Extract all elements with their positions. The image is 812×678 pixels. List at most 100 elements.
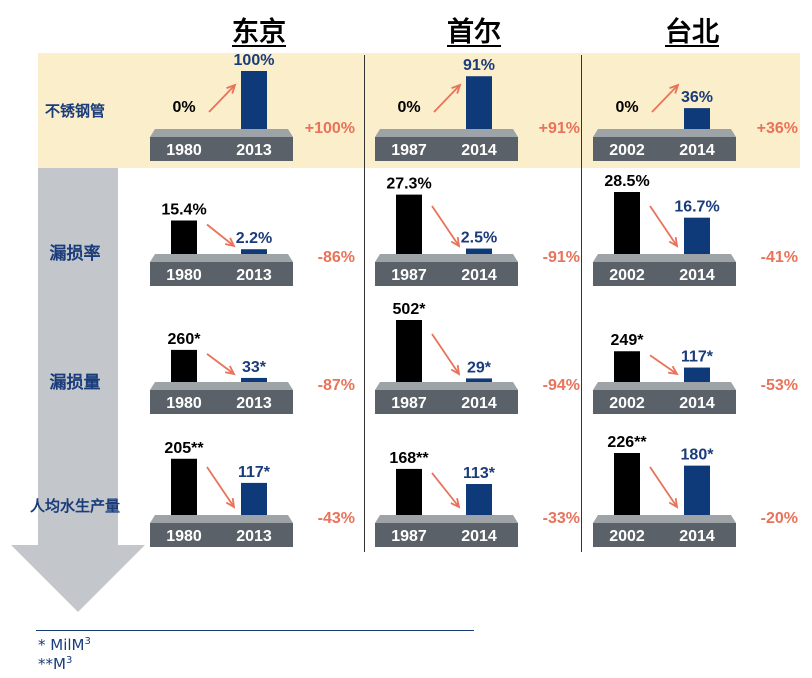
trend-arrow-head-g9 [225,497,236,509]
platform-g4 [375,262,518,286]
platform-top-g2 [593,129,736,137]
after-value-g10: 113* [463,465,496,482]
before-value-g6: 260* [168,331,202,348]
change-label-g1: +91% [539,120,580,137]
before-year-g11: 2002 [609,528,645,545]
after-year-g10: 2014 [461,528,497,545]
after-year-g3: 2013 [236,267,272,284]
row-label-stainless-pipe: 不锈钢管 [44,103,105,120]
city-header-tokyo: 东京 [232,17,286,47]
after-bar-g4 [466,248,492,254]
platform-top-g8 [593,382,736,390]
after-value-g11: 180* [681,447,715,464]
before-value-g7: 502* [393,301,427,318]
platform-g11 [593,523,736,547]
after-value-g3: 2.2% [236,230,272,247]
platform-g8 [593,390,736,414]
before-year-g2: 2002 [609,142,645,159]
column-divider-1 [364,55,365,552]
before-bar-g9 [171,458,197,515]
trend-arrow-line-g9 [206,466,235,508]
before-value-g2: 0% [615,99,638,116]
change-label-g5: -41% [761,249,798,266]
trend-arrow-head-g8 [667,365,679,376]
after-year-g2: 2014 [679,142,715,159]
column-divider-2 [581,55,582,552]
trend-arrow-head-g6 [224,365,236,376]
platform-g6 [150,390,293,414]
after-bar-g0 [241,71,267,129]
after-value-g5: 16.7% [674,199,719,216]
row-label-leak-rate: 漏损率 [49,244,101,263]
trend-arrow-head-g7 [450,364,461,376]
trend-arrow-line-g1 [433,84,461,113]
change-label-g9: -43% [318,510,355,527]
footnote-m3-sup: 3 [65,655,73,666]
change-label-g6: -87% [318,377,355,394]
platform-g5 [593,262,736,286]
before-value-g1: 0% [397,99,420,116]
after-value-g8: 117* [681,349,714,366]
before-bar-g4 [396,194,422,254]
after-year-g6: 2013 [236,395,272,412]
platform-g9 [150,523,293,547]
after-year-g7: 2014 [461,395,497,412]
before-year-g7: 1987 [391,395,427,412]
platform-top-g4 [375,254,518,262]
after-bar-g9 [241,482,267,515]
platform-top-g10 [375,515,518,523]
platform-top-g1 [375,129,518,137]
before-year-g4: 1987 [391,267,427,284]
before-value-g0: 0% [172,99,195,116]
platform-top-g0 [150,129,293,137]
trend-arrow-head-g0 [226,83,237,94]
trend-arrow-head-g5 [668,236,679,248]
footnote-m3-text: **M [38,655,66,673]
platform-g0 [150,137,293,161]
after-value-g9: 117* [238,464,271,481]
trend-arrow-head-g11 [668,497,679,509]
trend-arrow-line-g6 [206,353,235,375]
after-year-g9: 2013 [236,528,272,545]
after-bar-g6 [241,377,267,382]
trend-arrow-head-g4 [450,236,461,248]
trend-arrow-head-g2 [669,83,680,94]
row-label-leak-volume: 漏损量 [49,373,101,392]
before-value-g9: 205** [164,440,204,457]
change-label-g8: -53% [761,377,798,394]
after-value-g4: 2.5% [461,230,497,247]
after-bar-g3 [241,249,267,254]
before-value-g5: 28.5% [604,173,649,190]
before-year-g10: 1987 [391,528,427,545]
before-value-g8: 249* [611,332,645,349]
trend-arrow-line-g2 [651,84,679,113]
change-label-g7: -94% [543,377,580,394]
trend-arrow-line-g0 [208,84,236,113]
after-bar-g7 [466,378,492,382]
platform-top-g9 [150,515,293,523]
platform-g7 [375,390,518,414]
after-bar-g1 [466,76,492,129]
before-bar-g8 [614,351,640,382]
after-value-g6: 33* [242,359,267,376]
after-bar-g8 [684,367,710,382]
after-year-g0: 2013 [236,142,272,159]
footnote-milm3: * MilM3 [38,636,91,654]
city-header-seoul: 首尔 [447,17,501,47]
after-value-g2: 36% [681,89,713,106]
after-bar-g5 [684,217,710,254]
footnote-milm3-sup: 3 [84,636,91,647]
platform-top-g11 [593,515,736,523]
change-label-g4: -91% [543,249,580,266]
before-bar-g7 [396,320,422,382]
before-bar-g6 [171,349,197,382]
after-value-g1: 91% [463,57,495,74]
down-arrow-shape [11,168,145,612]
change-label-g11: -20% [761,510,798,527]
after-year-g5: 2014 [679,267,715,284]
platform-top-g7 [375,382,518,390]
before-year-g6: 1980 [166,395,202,412]
platform-g10 [375,523,518,547]
trend-arrow-line-g4 [431,205,460,247]
